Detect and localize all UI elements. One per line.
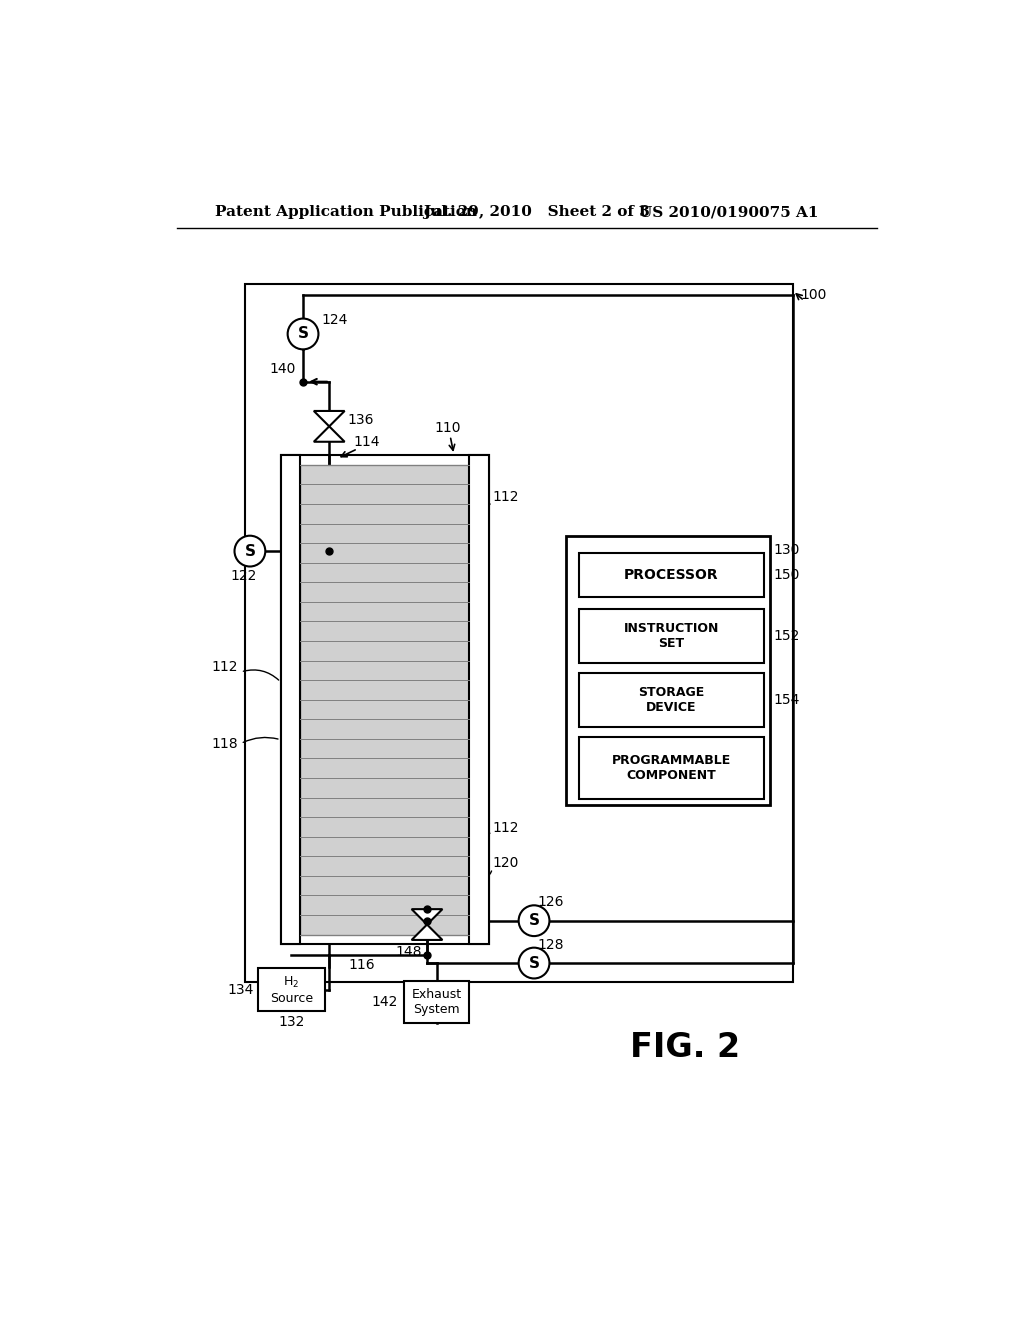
Circle shape <box>234 536 265 566</box>
Polygon shape <box>313 411 345 426</box>
Bar <box>281 455 300 944</box>
Text: 126: 126 <box>538 895 563 909</box>
Text: 152: 152 <box>773 628 800 643</box>
Polygon shape <box>412 924 442 940</box>
Text: PROGRAMMABLE
COMPONENT: PROGRAMMABLE COMPONENT <box>611 754 731 783</box>
Text: PROCESSOR: PROCESSOR <box>624 568 719 582</box>
Bar <box>403 981 469 1023</box>
Text: 150: 150 <box>773 568 800 582</box>
Text: 138: 138 <box>334 532 360 545</box>
Text: 116: 116 <box>348 957 375 972</box>
Text: Exhaust
System: Exhaust System <box>412 987 462 1016</box>
Bar <box>469 455 488 944</box>
Text: FIG. 2: FIG. 2 <box>630 1031 740 1064</box>
Text: 124: 124 <box>322 313 348 327</box>
Text: 132: 132 <box>279 1015 305 1030</box>
Text: 122: 122 <box>230 569 257 582</box>
Text: 112: 112 <box>493 490 519 504</box>
Text: 134: 134 <box>227 982 254 997</box>
Text: 142: 142 <box>372 995 397 1008</box>
Bar <box>258 969 326 1011</box>
Bar <box>245 284 793 982</box>
Text: S: S <box>298 326 308 342</box>
Circle shape <box>288 318 318 350</box>
Text: S: S <box>245 544 255 558</box>
Text: 114: 114 <box>354 434 380 449</box>
Bar <box>300 465 469 935</box>
Text: 112: 112 <box>212 660 239 673</box>
Text: 144: 144 <box>430 911 457 925</box>
Text: US 2010/0190075 A1: US 2010/0190075 A1 <box>639 206 818 219</box>
Bar <box>579 553 764 598</box>
Text: 140: 140 <box>269 363 295 376</box>
Text: 146: 146 <box>430 896 457 909</box>
Text: S: S <box>528 956 540 970</box>
Text: Jul. 29, 2010   Sheet 2 of 3: Jul. 29, 2010 Sheet 2 of 3 <box>423 206 650 219</box>
Text: INSTRUCTION
SET: INSTRUCTION SET <box>624 622 719 649</box>
Text: 154: 154 <box>773 693 800 706</box>
Circle shape <box>518 906 550 936</box>
Bar <box>579 609 764 663</box>
Circle shape <box>518 948 550 978</box>
Text: 112: 112 <box>493 821 519 836</box>
Text: 100: 100 <box>801 289 826 302</box>
Text: 120: 120 <box>493 855 519 870</box>
Text: 118: 118 <box>212 737 239 751</box>
Text: Patent Application Publication: Patent Application Publication <box>215 206 477 219</box>
Polygon shape <box>412 909 442 924</box>
Bar <box>565 536 770 805</box>
Bar <box>281 455 488 944</box>
Text: 148: 148 <box>396 945 422 958</box>
Text: $\mathrm{H_2}$
Source: $\mathrm{H_2}$ Source <box>270 974 313 1005</box>
Polygon shape <box>313 426 345 442</box>
Text: 136: 136 <box>348 413 374 428</box>
Text: S: S <box>528 913 540 928</box>
Text: 128: 128 <box>538 937 563 952</box>
Text: 110: 110 <box>435 421 461 434</box>
Bar <box>579 673 764 726</box>
Bar <box>579 738 764 799</box>
Text: STORAGE
DEVICE: STORAGE DEVICE <box>638 685 705 714</box>
Text: 130: 130 <box>773 543 800 557</box>
